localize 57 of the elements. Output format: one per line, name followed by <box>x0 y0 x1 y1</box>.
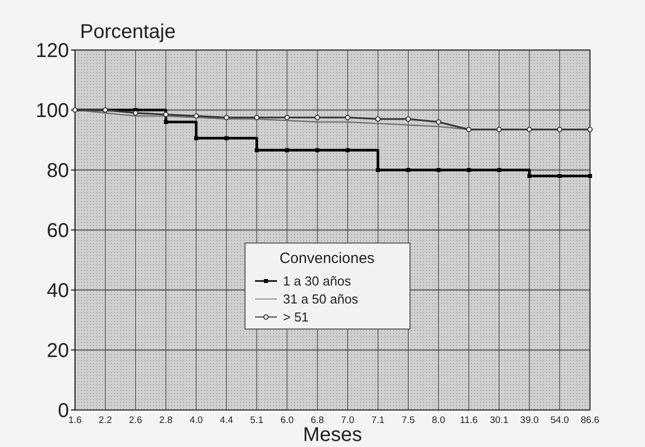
y-axis-title: Porcentaje <box>80 21 176 43</box>
point <box>496 126 502 132</box>
x-tick-label: 11.6 <box>460 415 478 426</box>
point <box>344 114 350 120</box>
legend-label: 31 a 50 años <box>283 292 359 307</box>
y-tick-label: 80 <box>46 160 69 182</box>
x-tick-label: 7.0 <box>341 415 354 426</box>
legend-label: 1 a 30 años <box>283 274 352 289</box>
x-tick-label: 4.4 <box>220 415 234 426</box>
x-tick-label: 2.8 <box>159 415 172 426</box>
point <box>558 174 562 178</box>
point <box>375 116 381 122</box>
x-tick-label: 86.6 <box>580 415 600 426</box>
point <box>163 112 169 118</box>
point <box>436 168 441 172</box>
x-tick-label: 1.6 <box>68 415 82 426</box>
x-tick-label: 7.5 <box>402 415 415 426</box>
x-tick-label: 5.1 <box>250 415 264 426</box>
point <box>254 114 260 120</box>
y-tick-label: 20 <box>46 340 69 362</box>
point <box>527 174 532 178</box>
point <box>314 114 320 120</box>
y-tick-label: 100 <box>36 100 69 122</box>
x-tick-label: 30.1 <box>490 415 508 426</box>
point <box>376 168 380 172</box>
point <box>224 114 230 120</box>
point <box>164 120 168 124</box>
point <box>406 116 411 122</box>
point <box>193 113 199 119</box>
x-tick-label: 2.6 <box>128 415 142 426</box>
x-tick-label: 7.1 <box>371 415 385 426</box>
x-tick-label: 6.0 <box>280 415 294 426</box>
point <box>406 168 410 172</box>
y-tick-label: 40 <box>46 280 69 302</box>
y-tick-label: 120 <box>36 40 69 62</box>
point <box>497 168 502 172</box>
point <box>466 168 471 172</box>
x-tick-label: 39.0 <box>520 415 539 426</box>
x-tick-label: 54.0 <box>550 415 569 426</box>
x-tick-label: 4.0 <box>190 415 203 426</box>
y-tick-label: 60 <box>46 220 69 242</box>
point <box>466 126 472 132</box>
x-tick-label: 8.0 <box>432 415 446 426</box>
point <box>194 136 198 140</box>
point <box>526 126 532 132</box>
x-axis-title: Meses <box>303 424 362 446</box>
x-tick-label: 2.2 <box>98 415 112 426</box>
point <box>587 126 593 132</box>
point <box>132 110 138 116</box>
point <box>557 126 562 132</box>
point <box>284 114 290 120</box>
legend-title: Convenciones <box>279 250 375 267</box>
y-tick-label: 0 <box>58 400 69 422</box>
x-tick-label: 6.8 <box>310 415 324 426</box>
point <box>436 119 442 125</box>
point <box>588 174 592 178</box>
legend-label: > 51 <box>283 310 309 325</box>
